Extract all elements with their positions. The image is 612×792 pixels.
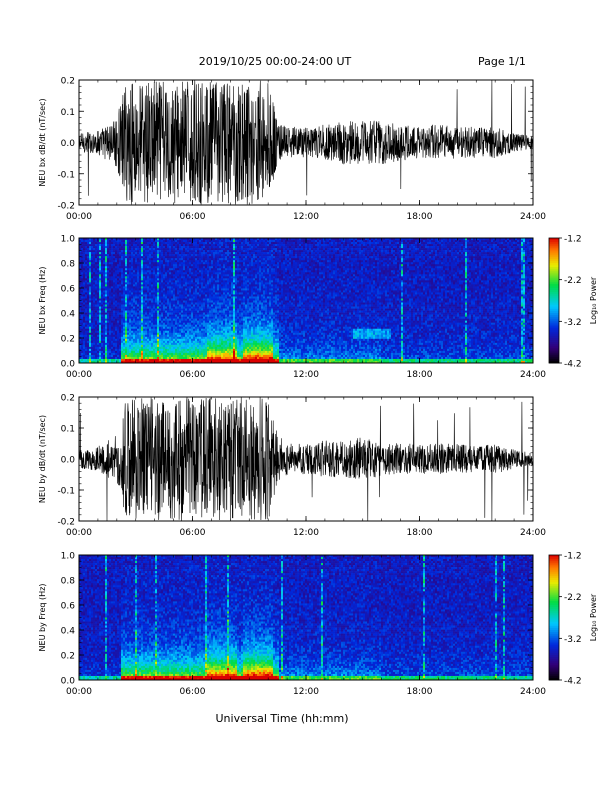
- colorbar-tick-label: -3.2: [564, 635, 582, 645]
- y-axis-label: NEU by Freq (Hz): [38, 584, 47, 652]
- colorbar: -1.2 -2.2 -3.2 -4.2 Log₁₀ Power: [548, 235, 598, 370]
- y-tick-label: 0.6: [61, 285, 76, 295]
- y-tick-label: 0.1: [61, 108, 75, 118]
- by-spectrogram-panel: -1.2 -2.2 -3.2 -4.2 Log₁₀ Power 1.0 0.8 0.6 0.4 0…: [38, 552, 598, 698]
- bx-spectrogram-panel: -1.2 -2.2 -3.2 -4.2 Log₁₀ Power 1.0 0.8 0.6 0.4 0…: [38, 235, 598, 381]
- x-tick-label: 06:00: [180, 687, 206, 697]
- x-tick-label: 12:00: [293, 212, 319, 222]
- x-tick-label: 24:00: [520, 687, 546, 697]
- x-tick-label: 24:00: [520, 212, 546, 222]
- colorbar: -1.2 -2.2 -3.2 -4.2 Log₁₀ Power: [548, 552, 598, 687]
- colorbar-tick-label: -2.2: [564, 593, 582, 603]
- y-tick-label: -0.1: [57, 170, 75, 180]
- y-tick-label: 0.0: [61, 677, 76, 687]
- spectrogram-cells: [79, 238, 534, 364]
- waveform-trace: [79, 80, 533, 205]
- x-tick-label: 06:00: [180, 212, 206, 222]
- x-tick-label: 24:00: [520, 528, 546, 538]
- y-tick-label: -0.2: [57, 202, 75, 212]
- by-waveform-panel: 0.2 0.1 0.0 -0.1 -0.200:00 06:00 12:00 18:00 24:…: [38, 394, 546, 539]
- colorbar-tick-label: -4.2: [564, 360, 582, 370]
- y-axis-label: NEU bx dB/dt (nT/sec): [38, 98, 47, 186]
- y-tick-label: -0.2: [57, 518, 75, 528]
- y-tick-label: 0.0: [61, 139, 76, 149]
- y-axis-label: NEU bx Freq (Hz): [38, 267, 47, 335]
- y-tick-label: 0.6: [61, 602, 76, 612]
- bx-waveform-panel: 0.2 0.1 0.0 -0.1 -0.200:00 06:00 12:00 18:00 24:…: [38, 77, 546, 223]
- colorbar-tick-label: -3.2: [564, 318, 582, 328]
- x-tick-label: 18:00: [407, 212, 433, 222]
- waveform-trace: [79, 397, 533, 521]
- y-tick-label: 0.2: [61, 394, 75, 404]
- x-tick-label: 12:00: [293, 370, 319, 380]
- x-tick-label: 18:00: [407, 528, 433, 538]
- colorbar-tick-label: -1.2: [564, 552, 582, 562]
- y-tick-label: 0.1: [61, 425, 75, 435]
- y-tick-label: 0.0: [61, 360, 76, 370]
- y-tick-label: 0.0: [61, 456, 76, 466]
- colorbar-label: Log₁₀ Power: [589, 593, 598, 641]
- y-tick-label: 0.8: [61, 577, 76, 587]
- colorbar-label: Log₁₀ Power: [589, 276, 598, 324]
- figure-title: 2019/10/25 00:00-24:00 UT: [199, 55, 352, 68]
- y-tick-label: 1.0: [61, 235, 76, 245]
- x-tick-label: 06:00: [180, 528, 206, 538]
- y-tick-label: 0.2: [61, 652, 75, 662]
- y-tick-label: 0.2: [61, 77, 75, 87]
- x-tick-label: 24:00: [520, 370, 546, 380]
- x-tick-label: 00:00: [66, 687, 92, 697]
- y-tick-label: 0.4: [61, 310, 76, 320]
- x-axis-label: Universal Time (hh:mm): [216, 712, 349, 725]
- spectrogram-cells: [79, 555, 534, 681]
- x-tick-label: 12:00: [293, 687, 319, 697]
- y-axis-label: NEU by dB/dt (nT/sec): [38, 415, 47, 503]
- y-tick-label: -0.1: [57, 487, 75, 497]
- y-tick-label: 0.2: [61, 335, 75, 345]
- x-tick-label: 00:00: [66, 370, 92, 380]
- y-tick-label: 1.0: [61, 552, 76, 562]
- colorbar-tick-label: -2.2: [564, 276, 582, 286]
- y-tick-label: 0.8: [61, 260, 76, 270]
- x-tick-label: 18:00: [407, 370, 433, 380]
- x-tick-label: 00:00: [66, 528, 92, 538]
- x-tick-label: 18:00: [407, 687, 433, 697]
- page-indicator: Page 1/1: [478, 55, 526, 68]
- colorbar-tick-label: -1.2: [564, 235, 582, 245]
- x-tick-label: 06:00: [180, 370, 206, 380]
- colorbar-tick-label: -4.2: [564, 677, 582, 687]
- x-tick-label: 00:00: [66, 212, 92, 222]
- y-tick-label: 0.4: [61, 627, 76, 637]
- x-tick-label: 12:00: [293, 528, 319, 538]
